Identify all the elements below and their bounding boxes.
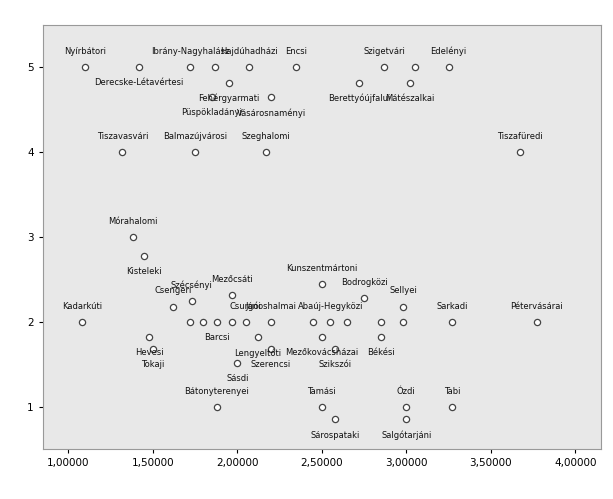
Text: Sárospataki: Sárospataki — [311, 431, 360, 440]
Point — [241, 318, 251, 326]
Point — [402, 415, 411, 423]
Point — [232, 359, 242, 367]
Point — [227, 318, 237, 326]
Point — [139, 251, 149, 259]
Text: Tabi: Tabi — [444, 387, 460, 396]
Point — [80, 63, 90, 71]
Text: Hajdúhadházi: Hajdúhadházi — [220, 47, 278, 56]
Point — [359, 294, 369, 302]
Point — [266, 318, 276, 326]
Text: Hevesi: Hevesi — [135, 348, 164, 357]
Text: Fehérgyarmati: Fehérgyarmati — [198, 94, 259, 103]
Point — [292, 63, 302, 71]
Point — [224, 79, 234, 87]
Text: Bodrogközi: Bodrogközi — [341, 278, 387, 287]
Text: Sásdi: Sásdi — [226, 374, 248, 383]
Point — [261, 148, 271, 156]
Text: Csurgói: Csurgói — [230, 301, 262, 311]
Point — [342, 318, 352, 326]
Text: Vásárosnaményi: Vásárosnaményi — [237, 108, 306, 118]
Point — [187, 296, 197, 304]
Text: Kadarkúti: Kadarkúti — [62, 302, 102, 311]
Point — [376, 318, 386, 326]
Text: Békési: Békési — [367, 348, 395, 357]
Text: Barcsi: Barcsi — [204, 333, 230, 342]
Text: Szikszói: Szikszói — [319, 360, 352, 369]
Text: Püspökladányi: Püspökladányi — [181, 108, 242, 117]
Point — [199, 318, 208, 326]
Point — [376, 333, 386, 341]
Point — [402, 403, 411, 411]
Point — [531, 318, 541, 326]
Text: Derecske-Létavértesi: Derecske-Létavértesi — [94, 78, 184, 87]
Text: Mezőkovácsházai: Mezőkovácsházai — [285, 348, 359, 357]
Text: Pétervásárai: Pétervásárai — [510, 302, 563, 311]
Point — [207, 93, 217, 101]
Text: Sarkadi: Sarkadi — [436, 302, 468, 311]
Text: Bátonyterenyei: Bátonyterenyei — [185, 387, 249, 396]
Point — [77, 318, 86, 326]
Point — [317, 333, 327, 341]
Text: Nyírbátori: Nyírbátori — [64, 47, 106, 56]
Point — [308, 318, 318, 326]
Text: Mórahalomi: Mórahalomi — [108, 217, 158, 226]
Text: Tokaji: Tokaji — [141, 360, 164, 369]
Point — [118, 148, 128, 156]
Text: Szécsényi: Szécsényi — [171, 280, 213, 289]
Point — [244, 63, 254, 71]
Point — [148, 345, 158, 353]
Point — [410, 63, 420, 71]
Point — [212, 318, 222, 326]
Point — [168, 302, 178, 310]
Point — [330, 345, 340, 353]
Text: Mátészalkai: Mátészalkai — [385, 94, 435, 103]
Point — [128, 233, 137, 241]
Point — [185, 318, 195, 326]
Point — [317, 279, 327, 287]
Text: Encsi: Encsi — [286, 47, 308, 56]
Point — [190, 148, 200, 156]
Point — [354, 79, 364, 87]
Point — [444, 63, 454, 71]
Point — [253, 333, 262, 341]
Point — [330, 415, 340, 423]
Point — [447, 318, 457, 326]
Text: Sellyei: Sellyei — [389, 286, 417, 295]
Text: Salgótarjáni: Salgótarjáni — [381, 431, 432, 440]
Point — [210, 63, 220, 71]
Point — [185, 63, 195, 71]
Text: Ibrány-Nagyhalász: Ibrány-Nagyhalász — [151, 47, 229, 56]
Point — [317, 403, 327, 411]
Point — [447, 403, 457, 411]
Text: Lengyeltóti: Lengyeltóti — [234, 348, 281, 358]
Point — [145, 333, 154, 341]
Text: Szigetvári: Szigetvári — [364, 47, 405, 56]
Point — [227, 291, 237, 299]
Point — [134, 63, 144, 71]
Point — [212, 403, 222, 411]
Text: Mezőcsáti: Mezőcsáti — [211, 274, 253, 283]
Text: Szerencsi: Szerencsi — [251, 360, 291, 369]
Point — [398, 318, 408, 326]
Point — [379, 63, 389, 71]
Text: Abaúj-Hegyközi: Abaúj-Hegyközi — [297, 302, 363, 311]
Point — [266, 93, 276, 101]
Point — [515, 148, 525, 156]
Text: Tiszafüredi: Tiszafüredi — [497, 132, 543, 141]
Text: Szeghalomi: Szeghalomi — [242, 132, 291, 141]
Text: Csengeri: Csengeri — [154, 286, 192, 295]
Text: Tiszavasvári: Tiszavasvári — [97, 132, 148, 141]
Text: Tamási: Tamási — [308, 387, 336, 396]
Text: Balmazújvárosi: Balmazújvárosi — [163, 132, 227, 141]
Text: Jánoshalmai: Jánoshalmai — [246, 302, 297, 311]
Point — [405, 79, 414, 87]
Text: Berettyóújfalui: Berettyóújfalui — [328, 94, 390, 103]
Point — [326, 318, 335, 326]
Text: Ózdi: Ózdi — [397, 387, 416, 396]
Text: Edelényi: Edelényi — [430, 47, 466, 56]
Point — [398, 302, 408, 310]
Text: Kunszentmártoni: Kunszentmártoni — [286, 263, 357, 272]
Text: Kisteleki: Kisteleki — [126, 267, 162, 276]
Point — [266, 345, 276, 353]
